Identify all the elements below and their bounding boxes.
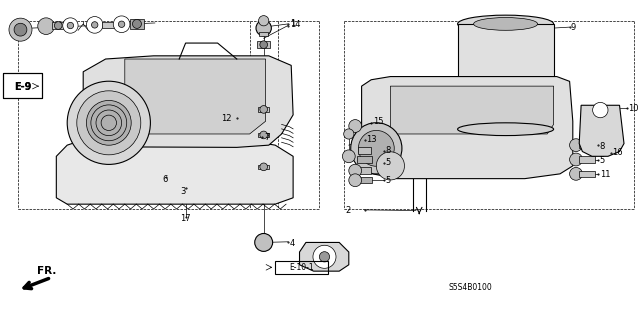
Circle shape [54,22,62,29]
Circle shape [376,152,404,180]
Bar [3,73,42,98]
Text: 7: 7 [264,133,269,142]
Ellipse shape [458,15,554,33]
Circle shape [38,18,54,34]
Text: 10: 10 [628,104,639,113]
Circle shape [63,18,78,33]
Circle shape [349,120,362,132]
Circle shape [86,17,103,33]
Text: 4: 4 [290,239,295,248]
Circle shape [260,131,268,139]
Circle shape [256,20,271,36]
Text: 3: 3 [180,187,186,196]
Circle shape [113,16,130,33]
Circle shape [313,245,336,268]
Circle shape [260,163,268,171]
Text: E-9: E-9 [13,82,31,92]
Text: 8: 8 [385,146,390,155]
Ellipse shape [474,18,538,30]
Text: 5: 5 [385,158,390,167]
Text: 15: 15 [373,117,383,126]
Polygon shape [362,77,573,179]
Polygon shape [83,56,293,147]
Circle shape [319,252,330,262]
Polygon shape [259,32,268,36]
Circle shape [67,81,150,164]
Circle shape [358,130,394,166]
Polygon shape [358,147,371,154]
Text: 11: 11 [600,170,610,179]
Polygon shape [358,167,371,174]
Bar [3,73,42,98]
Text: S5S4B0100: S5S4B0100 [449,283,492,292]
Polygon shape [390,86,554,134]
Circle shape [259,16,269,26]
Circle shape [570,139,582,152]
Circle shape [9,18,32,41]
Polygon shape [258,107,269,112]
Polygon shape [52,22,64,29]
Polygon shape [300,242,349,271]
Text: E-9: E-9 [13,82,31,92]
Circle shape [67,22,74,29]
Circle shape [351,123,402,174]
Text: 6: 6 [162,175,167,184]
Circle shape [344,129,354,139]
Text: FR.: FR. [37,266,56,276]
Text: 14: 14 [290,20,300,29]
Ellipse shape [458,123,554,136]
Polygon shape [130,19,144,29]
Circle shape [342,150,355,163]
Bar [458,24,554,129]
Polygon shape [579,171,595,177]
Circle shape [14,23,27,36]
Circle shape [86,100,131,145]
Circle shape [593,102,608,118]
Polygon shape [56,139,293,204]
Polygon shape [258,165,269,169]
Polygon shape [125,59,266,134]
Text: 9: 9 [571,23,576,32]
Text: 13: 13 [366,135,377,144]
Circle shape [570,153,582,166]
Circle shape [118,21,125,27]
Circle shape [260,41,268,48]
Text: 5: 5 [385,176,390,185]
Circle shape [255,234,273,251]
Circle shape [92,22,98,28]
Text: 17: 17 [180,214,191,223]
Polygon shape [258,133,269,137]
Text: 12: 12 [221,115,231,123]
Circle shape [77,91,141,155]
Bar [275,261,328,274]
Circle shape [349,164,362,177]
Text: 8: 8 [600,142,605,151]
Polygon shape [579,142,595,148]
Polygon shape [257,41,270,48]
Text: 5: 5 [600,156,605,165]
Text: E-10-1: E-10-1 [289,263,314,272]
Text: 16: 16 [612,148,623,157]
Polygon shape [579,156,595,163]
Polygon shape [357,156,372,163]
Circle shape [132,19,141,28]
Circle shape [349,174,362,187]
Polygon shape [102,22,114,28]
Text: 1: 1 [290,19,295,28]
Text: 2: 2 [346,206,351,215]
Circle shape [260,106,268,113]
Polygon shape [357,177,372,183]
Circle shape [570,167,582,180]
Polygon shape [579,105,624,156]
